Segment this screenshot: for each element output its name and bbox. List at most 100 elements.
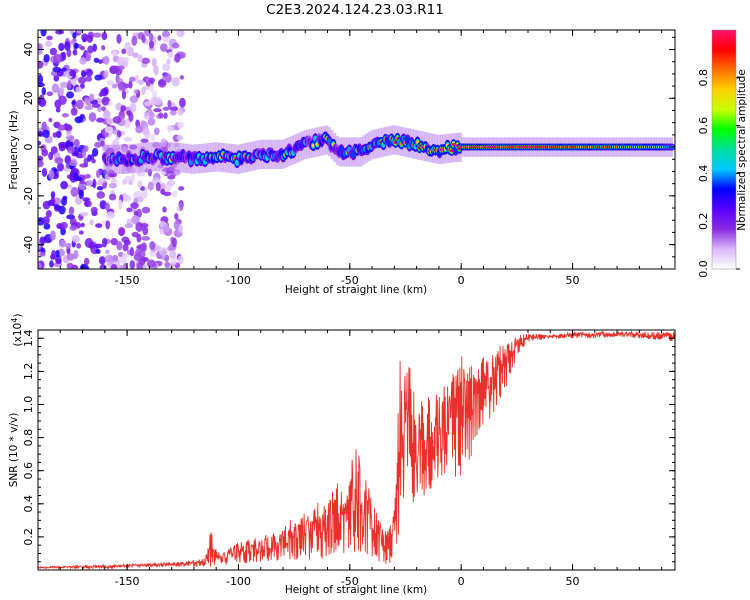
colorbar-tick-label: 0.0 — [697, 260, 710, 278]
noise-blob — [92, 147, 99, 157]
noise-blob — [53, 53, 62, 64]
y-tick-label: 0.6 — [22, 462, 35, 480]
noise-blob — [95, 169, 101, 179]
noise-blob — [153, 30, 161, 33]
noise-blob — [153, 127, 160, 136]
spectrogram-y-ticks: -40 -20 0 20 40 — [22, 36, 675, 270]
noise-blob — [153, 65, 159, 76]
snr-frame — [37, 329, 676, 571]
noise-blob — [108, 193, 117, 201]
noise-blob — [96, 185, 104, 191]
noise-blob — [57, 124, 66, 131]
noise-blob — [126, 110, 132, 117]
noise-blob — [121, 48, 127, 55]
noise-blob — [102, 237, 108, 248]
noise-blob — [40, 30, 47, 37]
noise-blob — [121, 90, 127, 100]
y-tick-label: -20 — [22, 187, 35, 205]
noise-blob — [58, 239, 67, 248]
noise-blob — [149, 83, 154, 93]
noise-blob — [111, 256, 119, 262]
noise-blob — [173, 220, 180, 230]
noise-blob — [158, 112, 164, 119]
noise-blob — [169, 250, 177, 259]
noise-blob — [159, 221, 166, 226]
noise-blob — [49, 47, 58, 56]
noise-blob — [122, 243, 129, 252]
noise-blob — [98, 92, 104, 97]
noise-blob — [147, 117, 156, 126]
noise-blob — [66, 91, 75, 99]
y-tick-label: 0.4 — [22, 495, 35, 513]
noise-blob — [59, 221, 68, 230]
noise-blob — [81, 69, 86, 78]
noise-blob — [117, 226, 125, 237]
noise-blob — [85, 68, 94, 77]
noise-blob — [162, 30, 170, 38]
noise-blob — [104, 254, 114, 263]
noise-blob — [116, 240, 123, 251]
noise-blob — [111, 50, 118, 57]
noise-blob — [43, 223, 51, 230]
noise-blob — [81, 33, 88, 42]
noise-blob — [122, 252, 130, 258]
spectrogram-x-label: Height of straight line (km) — [285, 284, 427, 296]
spectrogram-panel: -150 -100 -50 0 50 -40 -20 0 20 40 Height of str… — [8, 29, 748, 296]
noise-blob — [69, 160, 78, 167]
noise-blob — [67, 184, 73, 189]
noise-blob — [133, 89, 139, 94]
snr-x-ticks: -150 -100 -50 0 50 — [37, 330, 663, 588]
noise-blob — [48, 169, 55, 180]
noise-blob — [93, 57, 100, 63]
noise-blob — [94, 141, 102, 148]
noise-blob — [38, 140, 42, 146]
noise-blob — [66, 253, 75, 261]
noise-blob — [84, 75, 93, 82]
noise-blob — [129, 102, 137, 113]
noise-blob — [176, 134, 184, 141]
noise-blob — [79, 113, 85, 120]
noise-blob — [150, 133, 155, 142]
noise-blob — [103, 109, 110, 116]
noise-blob — [95, 223, 103, 228]
noise-blob — [38, 97, 47, 107]
noise-blob — [42, 216, 50, 225]
noise-blob — [131, 172, 136, 183]
noise-blob — [66, 49, 72, 58]
noise-blob — [119, 264, 125, 269]
noise-blob — [44, 40, 53, 47]
noise-blob — [87, 154, 92, 163]
noise-blob — [38, 49, 43, 55]
noise-blob — [92, 178, 97, 189]
noise-blob — [52, 197, 62, 205]
noise-blob — [69, 224, 77, 231]
snr-x-label: Height of straight line (km) — [285, 584, 427, 596]
figure-title: C2E3.2024.124.23.03.R11 — [266, 2, 444, 18]
noise-blob — [38, 60, 44, 69]
noise-blob — [48, 117, 53, 123]
noise-blob — [78, 189, 84, 200]
noise-blob — [70, 107, 78, 116]
noise-blob — [75, 86, 82, 93]
noise-blob — [55, 30, 65, 35]
colorbar-label: Normalized spectral amplitude — [736, 69, 748, 230]
noise-blob — [123, 136, 132, 142]
noise-blob — [151, 90, 158, 98]
x-tick-label: -100 — [226, 274, 251, 287]
noise-blob — [176, 30, 181, 37]
noise-blob — [46, 91, 54, 97]
noise-blob — [52, 66, 62, 73]
noise-blob — [49, 260, 54, 268]
noise-blob — [42, 129, 50, 138]
noise-blob — [135, 125, 144, 134]
noise-blob — [161, 76, 169, 81]
noise-blob — [71, 100, 76, 105]
noise-blob — [64, 124, 73, 132]
noise-blob — [88, 112, 97, 122]
noise-blob — [78, 230, 84, 235]
snr-marks — [38, 330, 675, 570]
noise-blob — [148, 40, 155, 49]
noise-blob — [66, 214, 76, 220]
noise-blob — [52, 132, 58, 138]
noise-blob — [123, 239, 131, 246]
